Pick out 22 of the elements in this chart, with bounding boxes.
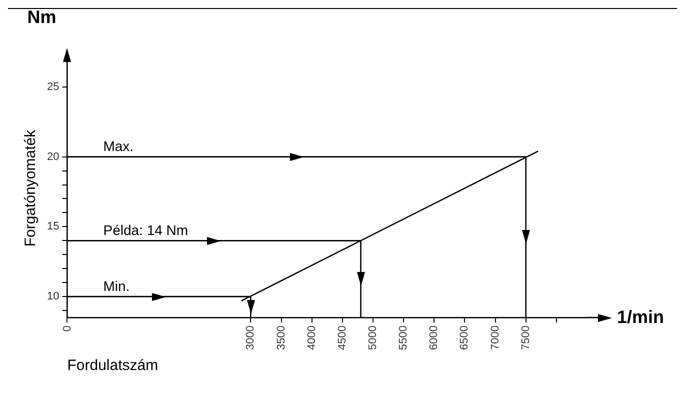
y-tick-label: 10 — [46, 290, 60, 303]
x-tick-label: 6500 — [458, 326, 471, 350]
annotation: Példa: 14 Nm — [103, 220, 188, 240]
x-tick-label: 7000 — [489, 326, 502, 350]
y-axis-title: Forgatónyomaték — [22, 129, 40, 247]
x-tick-label: 5000 — [367, 326, 380, 350]
y-tick-label: 15 — [46, 220, 60, 233]
x-tick-label: 3000 — [244, 326, 257, 350]
text: 1/min — [617, 306, 664, 327]
x-tick-label: 6000 — [428, 326, 440, 350]
x-tick-label: 0 — [61, 326, 74, 332]
x-axis-title: Fordulatszám — [67, 357, 158, 374]
y-tick-label: 25 — [46, 80, 60, 93]
x-tick-label: 4000 — [306, 326, 318, 350]
x-tick-label: 3500 — [275, 326, 288, 350]
annotation: Min. — [103, 276, 130, 296]
x-tick-label: 5500 — [398, 326, 410, 350]
x-tick-label: 7500 — [520, 326, 532, 350]
annotation: Max. — [103, 136, 134, 156]
text: Nm — [27, 7, 56, 27]
x-tick-label: 4500 — [336, 326, 348, 350]
y-tick-label: 20 — [46, 150, 60, 163]
